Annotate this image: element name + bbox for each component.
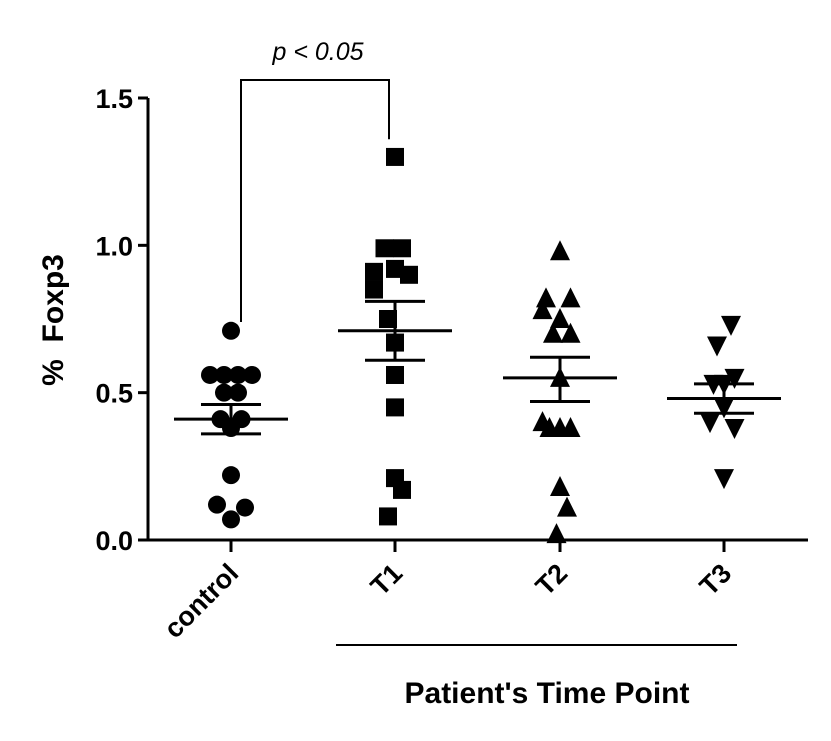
data-point — [215, 383, 233, 402]
data-point — [386, 259, 404, 278]
data-point — [550, 475, 570, 496]
data-point — [560, 322, 581, 343]
axes: 0.0 0.5 1.0 1.5 control T1 T2 T3 — [95, 79, 808, 644]
data-point — [243, 365, 261, 384]
data-point — [550, 240, 570, 261]
data-point — [536, 287, 556, 308]
data-point — [393, 480, 411, 499]
data-point — [365, 262, 383, 281]
data-point — [400, 265, 418, 284]
data-point — [386, 398, 404, 417]
data-point — [222, 510, 240, 529]
data-point — [201, 365, 219, 384]
data-point — [707, 336, 727, 357]
significance-bracket — [240, 79, 390, 322]
y-tick-label: 0.5 — [95, 379, 133, 409]
y-tick-label: 1.0 — [95, 231, 133, 261]
data-point — [386, 147, 404, 166]
data-point — [546, 523, 567, 544]
data-point — [379, 310, 397, 328]
mean-sem-bars — [174, 299, 781, 436]
data-marks — [201, 147, 745, 544]
group-label: Patient's Time Point — [405, 677, 690, 710]
data-point — [560, 417, 581, 438]
data-point — [721, 315, 741, 336]
data-point — [215, 365, 233, 384]
data-point — [543, 322, 563, 343]
data-point — [532, 299, 553, 320]
y-tick-label: 0.0 — [95, 526, 133, 556]
data-point — [229, 383, 247, 402]
data-point — [557, 496, 577, 517]
data-point — [386, 365, 404, 384]
data-point — [208, 495, 226, 514]
data-point — [236, 498, 254, 517]
data-point — [379, 507, 397, 526]
data-point — [222, 466, 240, 485]
data-point — [393, 239, 411, 258]
x-tick-label: control — [158, 558, 244, 644]
data-point — [724, 419, 745, 440]
data-point — [550, 308, 570, 328]
data-point — [560, 287, 581, 308]
data-point — [375, 239, 394, 258]
y-axis-label: % Foxp3 — [37, 254, 70, 386]
x-tick-label: T3 — [694, 558, 737, 601]
data-point — [365, 280, 383, 299]
y-tick-label: 1.5 — [95, 84, 133, 114]
x-tick-label: T2 — [530, 558, 573, 601]
data-point — [714, 469, 734, 490]
significance-annotation: p < 0.05 — [271, 38, 363, 66]
data-point — [539, 417, 560, 438]
data-point — [700, 413, 720, 434]
data-point — [222, 321, 240, 340]
x-tick-label: T1 — [365, 558, 408, 601]
data-point — [229, 365, 247, 384]
data-point — [724, 368, 745, 389]
